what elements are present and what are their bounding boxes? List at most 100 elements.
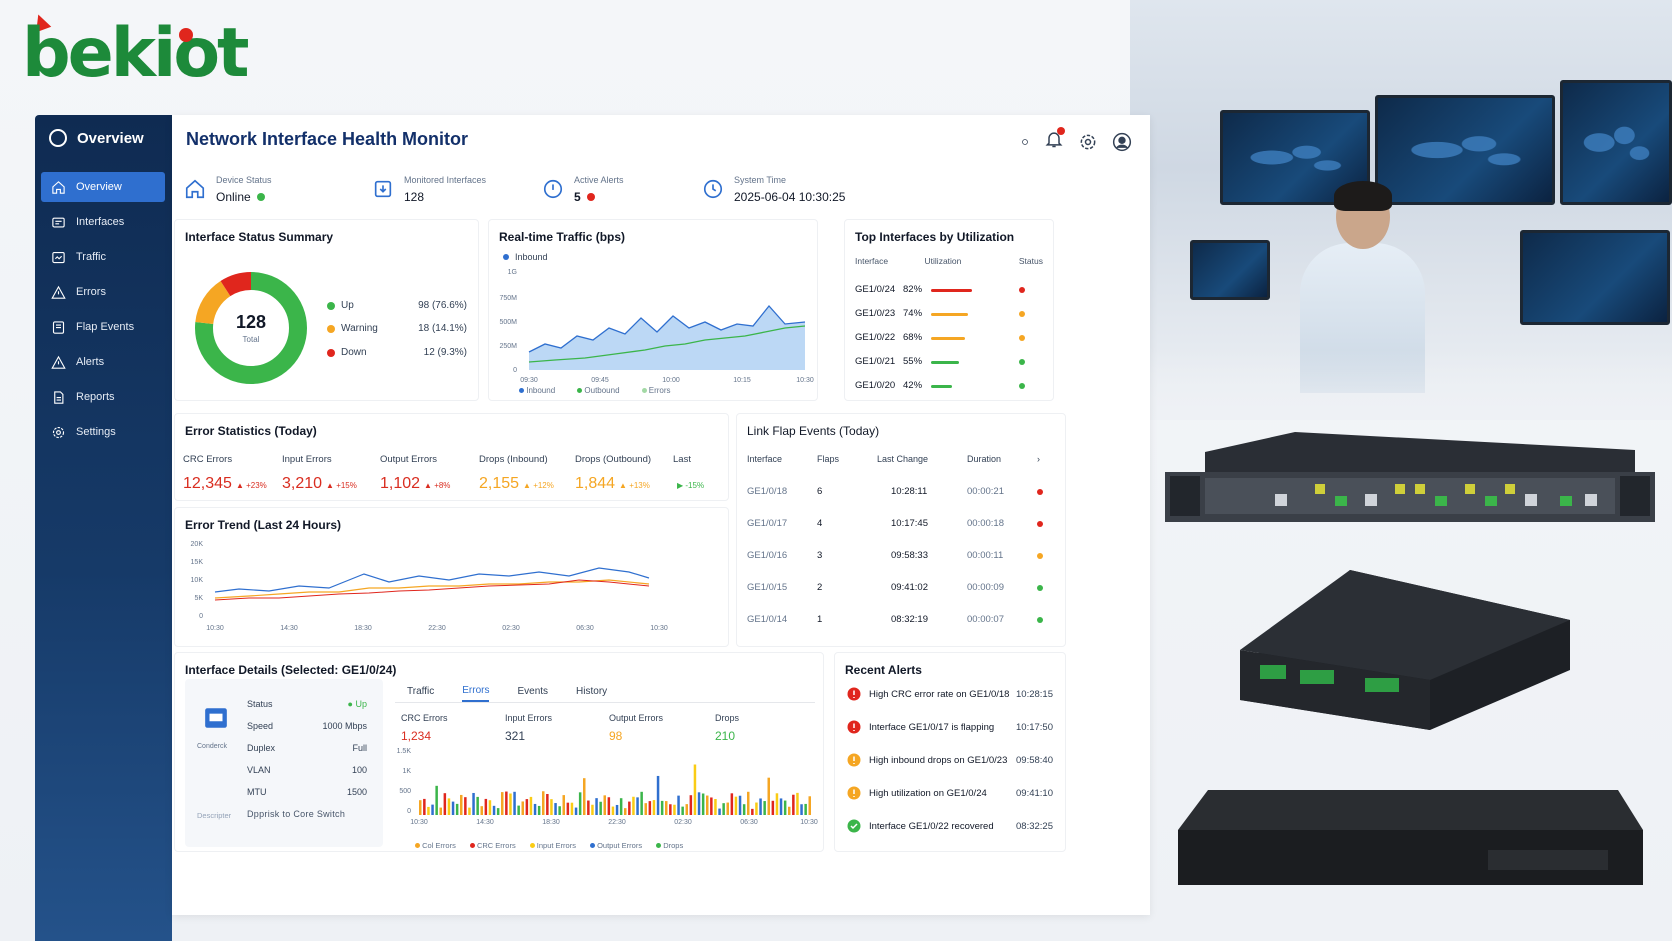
tab-traffic[interactable]: Traffic: [407, 686, 435, 697]
errors-bar-chart: 1.5K 1K 500 0 10:30 14:30 18:30 22:30 02…: [397, 748, 818, 826]
bar: [718, 808, 721, 815]
bar: [693, 764, 697, 815]
link-flap-card: Link Flap Events (Today) Interface Flaps L…: [736, 413, 1066, 647]
bar: [747, 791, 750, 815]
table-row[interactable]: GE1/0/16 3 09:58:33 00:00:11: [747, 550, 1055, 561]
status-dot: [1019, 310, 1025, 317]
sidebar-item-reports[interactable]: Reports: [41, 382, 165, 412]
trend-xtick: 14:30: [280, 625, 298, 632]
alert-item[interactable]: High CRC error rate on GE1/0/18 10:28:15: [847, 687, 1053, 701]
sidebar-item-overview[interactable]: Overview: [41, 172, 165, 202]
table-row[interactable]: GE1/0/15 2 09:41:02 00:00:09: [747, 582, 1055, 593]
trend-ytick: 0: [199, 613, 203, 620]
alert-item[interactable]: High inbound drops on GE1/0/23 09:58:40: [847, 753, 1053, 767]
traffic-ytick: 500M: [499, 319, 517, 326]
bar: [611, 806, 615, 815]
bar: [476, 796, 479, 815]
status-summary-card: Interface Status Summary 128 Total Up 98 …: [174, 219, 479, 401]
notification-badge: [1057, 127, 1065, 135]
stat-monitored-interfaces: Monitored Interfaces 128: [372, 167, 522, 211]
bar: [591, 804, 594, 815]
table-row[interactable]: GE1/0/14 1 08:32:19 00:00:07: [747, 614, 1055, 625]
settings-gear-icon[interactable]: [1078, 132, 1098, 152]
table-row[interactable]: GE1/0/21 55%: [855, 356, 1043, 367]
bar: [484, 798, 488, 815]
bar: [624, 808, 627, 815]
bar: [706, 795, 709, 815]
bar: [460, 794, 463, 815]
bar: [792, 794, 795, 815]
table-row[interactable]: GE1/0/20 42%: [855, 380, 1043, 391]
bar: [767, 777, 770, 815]
bar: [595, 798, 598, 815]
bar: [640, 791, 643, 815]
sidebar-item-interfaces[interactable]: Interfaces: [41, 207, 165, 237]
wall-monitor: [1560, 80, 1672, 205]
refresh-icon[interactable]: [1020, 137, 1030, 147]
bar: [619, 798, 623, 815]
tab-history[interactable]: History: [576, 686, 608, 697]
status-dot: [1037, 584, 1043, 591]
legend-up: Up 98 (76.6%): [327, 300, 467, 311]
utilization-bar: [931, 313, 968, 316]
detail-prop: MTU 1500: [247, 787, 367, 797]
table-row[interactable]: GE1/0/17 4 10:17:45 00:00:18: [747, 518, 1055, 529]
interfaces-icon: [52, 217, 65, 227]
bar: [796, 792, 799, 815]
tab-errors[interactable]: Errors: [462, 685, 490, 702]
bar: [685, 804, 688, 815]
status-donut-chart: 128 Total: [195, 272, 307, 384]
bar: [738, 795, 742, 815]
sidebar-item-flap-events[interactable]: Flap Events: [41, 312, 165, 342]
table-row[interactable]: GE1/0/23 74%: [855, 308, 1043, 319]
notifications-button[interactable]: [1044, 127, 1065, 154]
details-ytick: 1K: [402, 768, 411, 775]
alert-item[interactable]: Interface GE1/0/17 is flapping 10:17:50: [847, 720, 1053, 734]
detail-metric: Drops 210: [715, 713, 740, 743]
alert-item[interactable]: Interface GE1/0/22 recovered 08:32:25: [847, 819, 1053, 833]
outbound-line: [528, 325, 806, 363]
bar: [710, 797, 713, 815]
status-dot: [1019, 382, 1025, 389]
sidebar-item-traffic[interactable]: Traffic: [41, 242, 165, 272]
bar: [468, 807, 471, 815]
traffic-xtick: 10:00: [662, 377, 680, 384]
error-trend-chart: 20K 15K 10K 5K 0 10:30 14:30 18:30 22:30…: [191, 541, 668, 632]
sidebar-item-errors[interactable]: Errors: [41, 277, 165, 307]
bar: [603, 795, 606, 815]
flap-table-header: Interface Flaps Last Change Duration ›: [747, 454, 1040, 464]
sidebar-item-alerts[interactable]: Alerts: [41, 347, 165, 377]
table-row[interactable]: GE1/0/18 6 10:28:11 00:00:21: [747, 486, 1055, 497]
bar: [472, 792, 475, 815]
bar: [525, 799, 529, 815]
alert-item[interactable]: High utilization on GE1/0/24 09:41:10: [847, 786, 1053, 800]
error-stats-card: Error Statistics (Today) CRC Errors 12,34…: [174, 413, 729, 501]
bar: [570, 802, 574, 815]
desk-fade: [1130, 350, 1672, 420]
bar: [763, 801, 766, 815]
top-interfaces-card: Top Interfaces by Utilization Interface U…: [844, 219, 1054, 401]
reports-icon: [54, 390, 64, 404]
bar: [759, 798, 762, 815]
trend-ytick: 15K: [191, 559, 204, 566]
error-trend-card: Error Trend (Last 24 Hours) 20K 15K 10K …: [174, 507, 729, 647]
bar: [562, 795, 565, 815]
sidebar-header[interactable]: Overview: [49, 129, 144, 147]
user-avatar-icon[interactable]: [1112, 132, 1132, 152]
bar: [665, 801, 668, 815]
stat-system-time: System Time 2025-06-04 10:30:25: [702, 167, 912, 211]
table-row[interactable]: GE1/0/22 68%: [855, 332, 1043, 343]
tab-events[interactable]: Events: [517, 686, 549, 697]
bar: [447, 798, 451, 815]
bar: [779, 798, 783, 815]
details-xtick: 22:30: [608, 819, 626, 826]
detail-prop: Status ● Up: [247, 699, 367, 709]
industrial-router-image: [1240, 570, 1570, 730]
error-stat-3: Drops (Inbound) 2,155 ▲ +12%: [479, 454, 554, 492]
table-row[interactable]: GE1/0/24 82%: [855, 284, 1043, 295]
bar: [730, 793, 734, 815]
sidebar-item-settings[interactable]: Settings: [41, 417, 165, 447]
bar: [533, 803, 537, 815]
bar: [660, 800, 664, 815]
details-xtick: 10:30: [800, 819, 818, 826]
